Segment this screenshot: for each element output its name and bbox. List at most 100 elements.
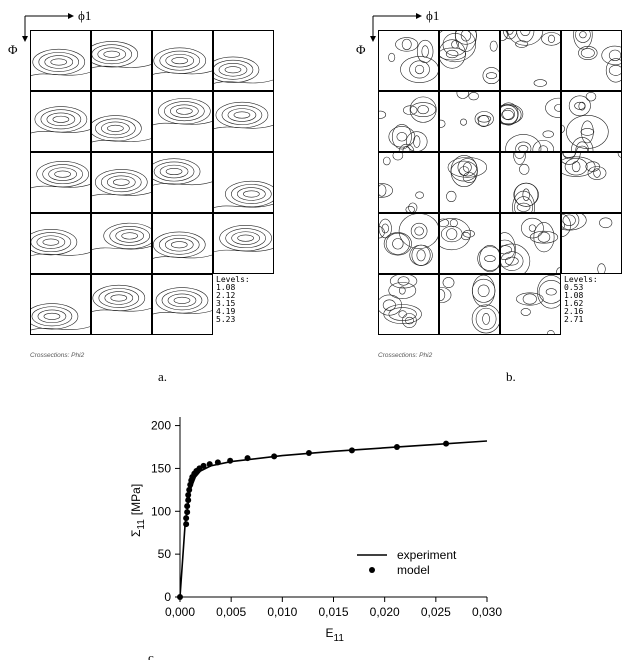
contour-line xyxy=(159,164,189,179)
contour-line xyxy=(533,222,555,253)
contour-line xyxy=(100,172,142,193)
legend-label: experiment xyxy=(397,548,457,562)
cell-border xyxy=(561,91,622,152)
contour-line xyxy=(43,312,61,320)
contour-line xyxy=(391,124,412,150)
contour-line xyxy=(233,111,251,119)
contour-cell xyxy=(30,30,91,91)
contour-line xyxy=(218,63,248,77)
contour-line xyxy=(227,108,257,122)
contour-cell xyxy=(561,30,622,91)
contour-line xyxy=(416,39,434,64)
cell-border xyxy=(500,30,561,91)
contour-line xyxy=(378,294,403,316)
contour-line xyxy=(500,104,522,125)
model-point xyxy=(184,503,191,510)
contour-line xyxy=(410,222,428,240)
contour-cell xyxy=(378,213,439,274)
contour-line xyxy=(152,70,213,75)
level-value: 5.23 xyxy=(216,315,235,324)
contour-line xyxy=(101,121,130,136)
contour-line xyxy=(514,182,539,207)
contour-line xyxy=(54,170,71,178)
contour-line xyxy=(475,307,497,331)
contour-line xyxy=(439,119,446,128)
y-tick-label: 200 xyxy=(151,419,171,433)
cell-border xyxy=(439,91,500,152)
x-tick-label: 0,010 xyxy=(267,605,297,619)
contour-line xyxy=(462,229,475,238)
model-point xyxy=(200,462,207,469)
contour-line xyxy=(30,303,79,330)
contour-line xyxy=(578,45,598,61)
contour-line xyxy=(91,41,139,68)
contour-line xyxy=(385,232,410,255)
contour-line xyxy=(213,124,274,130)
contour-line xyxy=(36,235,66,249)
x-tick-label: 0,030 xyxy=(472,605,502,619)
contour-line xyxy=(566,114,609,149)
contour-line xyxy=(161,290,203,311)
cell-border xyxy=(91,91,152,152)
contour-line xyxy=(477,115,490,127)
contour-line xyxy=(170,241,188,249)
cell-border xyxy=(213,30,274,91)
contour-cell xyxy=(439,152,500,213)
contour-line xyxy=(152,120,213,126)
model-point xyxy=(214,459,221,466)
contour-line xyxy=(378,110,387,119)
y-label-sub: 11 xyxy=(136,519,147,530)
cell-border xyxy=(91,213,152,274)
level-value: 1.08 xyxy=(564,291,583,300)
contour-line xyxy=(446,228,458,240)
contour-line xyxy=(485,72,498,79)
contour-line xyxy=(561,213,580,230)
contour-line xyxy=(447,157,488,178)
level-value: 3.15 xyxy=(216,299,235,308)
contour-line xyxy=(449,219,458,228)
arrow-head xyxy=(370,36,376,42)
model-point xyxy=(443,440,450,447)
model-point xyxy=(185,492,192,498)
contour-line xyxy=(608,49,622,62)
contour-line xyxy=(213,59,254,80)
contour-cell xyxy=(152,152,213,213)
levels-title: Levels: xyxy=(564,275,598,284)
contour-cell xyxy=(30,91,91,152)
cell-border xyxy=(500,152,561,213)
contour-line xyxy=(542,130,554,138)
contour-cell xyxy=(500,213,561,274)
cell-border xyxy=(500,213,561,274)
x-label-sub: 11 xyxy=(334,633,345,644)
contour-cell xyxy=(152,213,213,274)
contour-line xyxy=(439,30,477,63)
contour-cell xyxy=(213,213,274,274)
contour-line xyxy=(409,96,437,123)
cell-border xyxy=(439,30,500,91)
contour-line xyxy=(42,238,60,246)
contour-line xyxy=(439,218,471,251)
y-axis-label: Σ11 [MPa] xyxy=(129,484,147,537)
caption: a. xyxy=(158,369,167,384)
contour-cell xyxy=(378,274,439,335)
contour-line xyxy=(477,284,490,298)
contour-line xyxy=(533,79,547,87)
x-tick-label: 0,015 xyxy=(318,605,348,619)
cell-border xyxy=(30,274,91,335)
note: Crossections: Phi2 xyxy=(30,352,85,359)
contour-line xyxy=(472,274,496,307)
model-point xyxy=(183,521,190,528)
cell-border xyxy=(30,213,91,274)
contour-line xyxy=(91,245,152,251)
contour-line xyxy=(576,145,588,152)
cell-border xyxy=(378,91,439,152)
contour-line xyxy=(165,168,183,176)
contour-line xyxy=(152,254,213,260)
contour-line xyxy=(396,132,408,142)
contour-line xyxy=(110,294,128,302)
cell-border xyxy=(213,213,274,274)
contour-line xyxy=(153,161,195,182)
contour-line xyxy=(388,282,417,299)
contour-cell xyxy=(500,30,561,91)
